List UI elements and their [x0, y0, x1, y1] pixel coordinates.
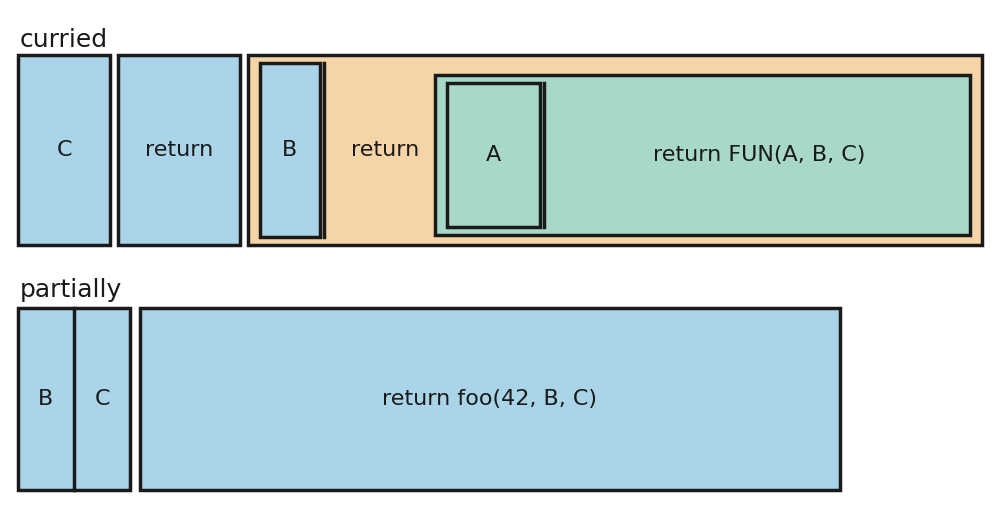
Text: B: B: [38, 389, 54, 409]
Text: return: return: [351, 140, 419, 160]
Text: return foo(42, B, C): return foo(42, B, C): [382, 389, 598, 409]
Bar: [435, 75, 970, 235]
Text: C: C: [56, 140, 72, 160]
Bar: [118, 55, 240, 245]
Text: curried: curried: [20, 28, 108, 52]
Text: B: B: [282, 140, 298, 160]
Text: return: return: [145, 140, 213, 160]
Bar: [248, 55, 982, 245]
Bar: [140, 308, 840, 490]
Text: return FUN(A, B, C): return FUN(A, B, C): [653, 145, 865, 165]
Bar: [18, 55, 110, 245]
Bar: [260, 63, 320, 237]
Text: A: A: [486, 145, 501, 165]
Bar: [447, 83, 540, 227]
Text: partially: partially: [20, 278, 122, 302]
Bar: [18, 308, 130, 490]
Text: C: C: [94, 389, 110, 409]
